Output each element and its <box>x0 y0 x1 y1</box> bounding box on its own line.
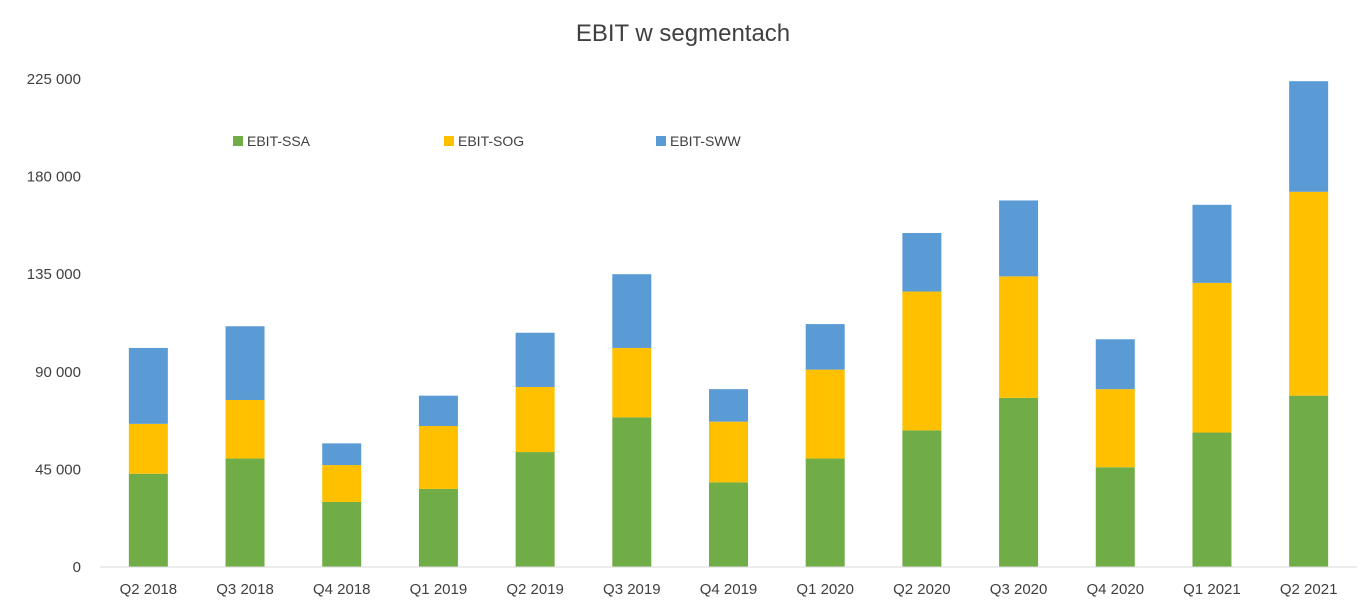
legend-label: EBIT-SOG <box>458 133 524 149</box>
legend: EBIT-SSA EBIT-SOG EBIT-SWW <box>233 133 742 149</box>
bar-segment-ebit-sog <box>128 423 168 474</box>
bar-segment-ebit-sww <box>612 274 652 348</box>
y-tick-label: 180 000 <box>27 169 81 186</box>
x-tick-label: Q3 2019 <box>603 581 661 598</box>
bar-segment-ebit-ssa <box>515 452 555 567</box>
bar-segment-ebit-sww <box>1289 81 1329 192</box>
bar-segment-ebit-sog <box>418 426 458 489</box>
x-tick-label: Q2 2018 <box>120 581 178 598</box>
bar-segment-ebit-ssa <box>1192 432 1232 567</box>
bar-segment-ebit-ssa <box>612 417 652 567</box>
x-tick-label: Q2 2019 <box>506 581 564 598</box>
bar-segment-ebit-sog <box>1095 389 1135 468</box>
bar-segment-ebit-sww <box>709 389 748 422</box>
bar-segment-ebit-ssa <box>225 458 265 567</box>
x-tick-label: Q3 2018 <box>216 581 274 598</box>
legend-label: EBIT-SWW <box>670 133 742 149</box>
bar-segment-ebit-sww <box>999 200 1039 277</box>
bar-segment-ebit-sww <box>128 347 168 424</box>
bar-segment-ebit-ssa <box>805 458 845 567</box>
y-tick-label: 90 000 <box>35 364 81 381</box>
bar-segment-ebit-sog <box>1289 191 1329 396</box>
bar-segment-ebit-ssa <box>1095 467 1135 567</box>
bar-segment-ebit-sww <box>902 232 942 292</box>
bar-segment-ebit-sog <box>612 347 652 418</box>
bar-segment-ebit-sww <box>805 324 845 370</box>
bar-segment-ebit-sog <box>322 465 362 502</box>
x-tick-label: Q4 2019 <box>700 581 758 598</box>
bar-segment-ebit-sww <box>225 326 265 400</box>
bar-segment-ebit-sww <box>515 332 555 387</box>
bar-segment-ebit-ssa <box>418 488 458 567</box>
x-tick-label: Q4 2020 <box>1086 581 1144 598</box>
bar-segment-ebit-ssa <box>128 473 168 567</box>
legend-swatch <box>233 136 243 146</box>
bar-segment-ebit-sww <box>322 443 362 466</box>
bar-segment-ebit-ssa <box>1289 395 1329 567</box>
y-tick-label: 225 000 <box>27 71 81 88</box>
bar-segment-ebit-ssa <box>902 430 942 567</box>
bar-segment-ebit-sog <box>1192 282 1232 433</box>
chart-title: EBIT w segmentach <box>575 20 791 47</box>
bar-segment-ebit-sog <box>225 400 265 459</box>
x-tick-label: Q4 2018 <box>313 581 371 598</box>
bar-segment-ebit-sog <box>999 276 1039 398</box>
y-tick-label: 0 <box>73 559 81 576</box>
x-tick-label: Q1 2020 <box>796 581 854 598</box>
bar-segment-ebit-sog <box>709 421 748 483</box>
y-tick-label: 45 000 <box>35 461 81 478</box>
x-tick-label: Q3 2020 <box>990 581 1048 598</box>
x-tick-label: Q1 2019 <box>410 581 468 598</box>
bar-segment-ebit-sww <box>1095 339 1135 390</box>
y-tick-label: 135 000 <box>27 266 81 283</box>
bars-group <box>128 81 1329 567</box>
bar-segment-ebit-sog <box>902 291 942 431</box>
bar-segment-ebit-sog <box>805 369 845 459</box>
bar-segment-ebit-ssa <box>709 482 748 567</box>
x-tick-label: Q2 2021 <box>1280 581 1338 598</box>
y-axis: 0 45 000 90 000 135 000 180 000 225 000 <box>27 71 81 576</box>
bar-segment-ebit-ssa <box>322 501 362 567</box>
bar-segment-ebit-sww <box>418 395 458 427</box>
legend-swatch <box>656 136 666 146</box>
bar-segment-ebit-ssa <box>999 397 1039 567</box>
bar-segment-ebit-sww <box>1192 204 1232 283</box>
legend-swatch <box>444 136 454 146</box>
bar-segment-ebit-sog <box>515 386 555 453</box>
x-tick-label: Q2 2020 <box>893 581 951 598</box>
x-axis: Q2 2018 Q3 2018 Q4 2018 Q1 2019 Q2 2019 Q3 20… <box>120 581 1338 598</box>
legend-label: EBIT-SSA <box>247 133 311 149</box>
x-tick-label: Q1 2021 <box>1183 581 1241 598</box>
